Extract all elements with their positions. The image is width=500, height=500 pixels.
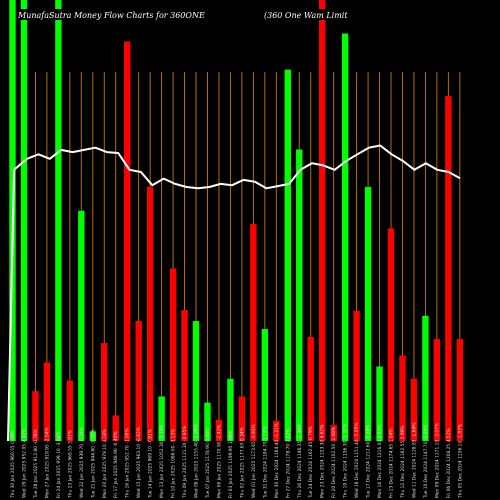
x-tick-label: Thu 23 Jan 2025 968.55 3.07%: [67, 430, 73, 499]
money-flow-bar: [43, 362, 51, 441]
x-tick-label: Wed 22 Jan 2025 939.70 -0.54%: [79, 427, 85, 498]
money-flow-line: [7, 144, 461, 442]
money-flow-bar: [341, 33, 349, 442]
x-tick-label: Fri 06 Dec 2024 1208.25 4.51%: [446, 428, 452, 498]
chart-title-left: MunafaSutra Money Flow Charts for 360ONE: [17, 11, 205, 20]
x-tick-label: Tue 28 Jan 2025 912.80 -0.78%: [33, 429, 39, 499]
money-flow-bar: [20, 0, 28, 441]
money-flow-bar: [353, 310, 360, 441]
x-tick-label: Thu 12 Dec 2024 1162.55 2.99%: [400, 425, 406, 499]
x-tick-label: Fri 24 Jan 2025 939.10 -3.04%: [56, 431, 62, 498]
money-flow-bar: [410, 378, 418, 441]
money-flow-bar: [330, 425, 337, 441]
x-tick-label: Tue 14 Jan 2025 969.10 -7.91%: [148, 429, 154, 499]
money-flow-bar: [181, 310, 188, 441]
money-flow-bar: [112, 415, 119, 441]
x-tick-label: Fri 13 Dec 2024 1174.65 1.04%: [389, 428, 395, 498]
bar-layer: [9, 0, 464, 442]
x-tick-label: Fri 17 Jan 2025 948.90 -0.40%: [113, 431, 119, 498]
x-tick-label: Mon 06 Jan 2025 1170.90 -2.42%: [216, 425, 222, 498]
money-flow-bar: [204, 402, 211, 441]
money-flow-bar: [238, 396, 246, 441]
money-flow-bar: [445, 96, 452, 441]
x-tick-label: Fri 27 Dec 2024 1178.70 2.82%: [285, 428, 291, 498]
x-tick-label: Mon 20 Jan 2025 979.10 3.18%: [102, 429, 108, 498]
x-tick-label: Fri 20 Dec 2024 1102.50 -2.98%: [331, 427, 337, 498]
x-tick-label: Thu 02 Jan 2025 1177.65 0.34%: [239, 427, 245, 499]
money-flow-bar: [89, 431, 96, 441]
x-tick-label: Tue 24 Dec 2024 1162.45 0.79%: [308, 426, 314, 499]
money-flow-bar: [66, 380, 74, 441]
money-flow-bar: [273, 420, 280, 441]
x-tick-label: Mon 13 Jan 2025 1052.30 -3.10%: [159, 425, 165, 498]
money-flow-bar: [318, 0, 326, 441]
money-flow-bar: [158, 396, 165, 441]
money-flow-bar: [146, 186, 154, 441]
x-tick-label: Thu 09 Jan 2025 1121.30 -2.95%: [182, 426, 188, 499]
chart-title: MunafaSutra Money Flow Charts for 360ONE…: [16, 9, 358, 20]
money-flow-bar: [399, 355, 406, 441]
money-flow-bar: [456, 339, 464, 441]
money-flow-bar: [101, 343, 108, 441]
x-tick-label: Tue 07 Jan 2025 1178.90 0.68%: [205, 428, 211, 499]
money-flow-bar: [135, 321, 142, 441]
chart-title-right: (360 One Wam Limit: [264, 11, 348, 20]
x-tick-label: Mon 09 Dec 2024 1171.10 -3.07%: [434, 423, 440, 498]
money-flow-bar: [169, 268, 177, 441]
money-flow-bar: [227, 378, 234, 441]
money-flow-bar: [124, 41, 131, 441]
money-flow-bar: [78, 210, 85, 441]
money-flow-bar: [296, 149, 303, 441]
x-tick-label: Fri 10 Jan 2025 1086.00 -3.15%: [171, 429, 177, 498]
x-tick-label: Mon 23 Dec 2024 1153.30 4.61%: [320, 424, 326, 498]
money-flow-bar: [376, 366, 383, 441]
x-tick-label: Tue 21 Jan 2025 944.80 -3.50%: [90, 429, 96, 499]
money-flow-bar: [250, 224, 257, 441]
x-tick-label: Thu 30 Jan 2025 960.55 0.89%: [10, 430, 16, 499]
x-tick-label: Wed 18 Dec 2024 1151.40 -5.05%: [354, 423, 360, 499]
money-flow-bar: [55, 0, 62, 441]
x-tick-label: Fri 03 Jan 2025 1199.95 1.89%: [228, 430, 234, 498]
money-flow-bar: [32, 391, 39, 441]
x-tick-label: Wed 08 Jan 2025 1155.40 -1.99%: [194, 424, 200, 498]
x-tick-label: Mon 16 Dec 2024 1216.00 3.52%: [377, 424, 383, 498]
x-tick-label: Wed 01 Jan 2025 1173.65 -0.93%: [251, 424, 257, 498]
x-tick-labels: Thu 30 Jan 2025 960.55 0.89% Wed 29 Jan 2…: [10, 423, 463, 500]
x-tick-label: Mon 30 Dec 2024 1164.40 -1.21%: [274, 423, 280, 498]
x-tick-label: Wed 29 Jan 2025 952.05 4.30%: [21, 429, 27, 498]
x-tick-label: Wed 11 Dec 2024 1128.85 -1.64%: [411, 423, 417, 499]
x-tick-label: Tue 10 Dec 2024 1147.70 -2.00%: [423, 425, 429, 499]
money-flow-bar: [387, 228, 395, 441]
money-flow-bar: [422, 315, 429, 441]
x-tick-label: Thu 19 Dec 2024 1136.30 -1.31%: [343, 424, 349, 499]
money-flow-bar: [192, 321, 200, 441]
x-tick-label: Thu 05 Dec 2024 1156.10 -1.07%: [457, 424, 463, 499]
x-tick-label: Thu 26 Dec 2024 1146.35 -1.39%: [297, 424, 303, 499]
x-tick-label: Thu 16 Jan 2025 952.70 -1.08%: [125, 428, 131, 499]
money-flow-bar: [433, 339, 441, 441]
x-tick-label: Mon 27 Jan 2025 919.95 -2.04%: [44, 427, 50, 498]
x-tick-label: Wed 15 Jan 2025 963.10 -0.62%: [136, 427, 142, 498]
money-flow-bar: [215, 419, 223, 441]
x-tick-label: Tue 17 Dec 2024 1212.60 -0.28%: [366, 425, 372, 499]
money-flow-bar: [261, 328, 269, 441]
money-flow-bar: [364, 186, 372, 441]
x-tick-label: Tue 31 Dec 2024 1184.70 1.74%: [262, 426, 268, 499]
money-flow-bar: [284, 69, 291, 441]
money-flow-bar: [307, 336, 314, 441]
